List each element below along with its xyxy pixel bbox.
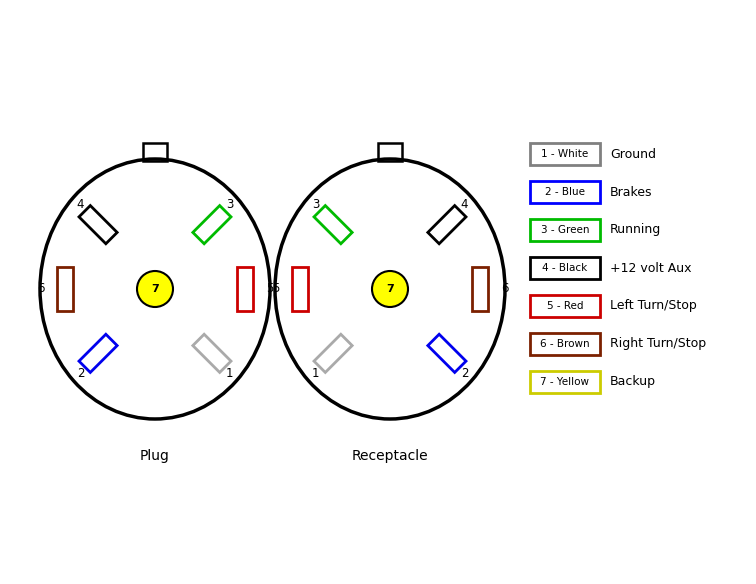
Text: 5: 5 [266,283,273,296]
Text: 2 - Blue: 2 - Blue [545,187,585,197]
Bar [530,181,600,203]
Bar [428,334,466,373]
Text: 5: 5 [272,283,279,296]
Text: 7: 7 [151,284,159,294]
Text: Ground: Ground [610,148,656,161]
Text: Left Turn/Stop: Left Turn/Stop [610,300,697,312]
Bar [79,206,117,244]
Text: 2: 2 [77,367,85,380]
Bar [237,267,253,311]
Text: 1: 1 [311,367,319,380]
Bar [530,257,600,279]
Circle shape [137,271,173,307]
Text: 3: 3 [312,199,319,211]
Bar [193,206,231,244]
Bar [530,219,600,241]
Text: 6 - Brown: 6 - Brown [541,339,590,349]
Bar [293,267,308,311]
Text: Brakes: Brakes [610,186,652,199]
Bar [428,206,466,244]
Bar [530,333,600,355]
Bar [314,334,352,373]
Bar [193,334,231,373]
Text: Receptacle: Receptacle [352,449,429,463]
Text: 5 - Red: 5 - Red [547,301,583,311]
Text: 1: 1 [226,367,233,380]
Bar [57,267,73,311]
Text: Right Turn/Stop: Right Turn/Stop [610,338,706,350]
Bar [530,371,600,393]
Text: +12 volt Aux: +12 volt Aux [610,262,692,274]
Text: Running: Running [610,224,662,237]
Text: 3 - Green: 3 - Green [541,225,589,235]
Bar [314,206,352,244]
Text: 4: 4 [460,199,468,211]
Text: 7 - Yellow: 7 - Yellow [541,377,590,387]
Bar [530,143,600,165]
Bar [530,295,600,317]
Text: 6: 6 [37,283,45,296]
Text: 6: 6 [500,283,508,296]
Bar [79,334,117,373]
Bar [472,267,488,311]
Text: Backup: Backup [610,376,656,388]
Text: Plug: Plug [140,449,170,463]
Text: 3: 3 [226,199,233,211]
Bar [143,143,167,161]
Text: 4 - Black: 4 - Black [542,263,587,273]
Text: 7: 7 [386,284,394,294]
Bar [378,143,402,161]
Text: 1 - White: 1 - White [541,149,589,159]
Text: 4: 4 [77,199,85,211]
Circle shape [372,271,408,307]
Text: 2: 2 [460,367,468,380]
